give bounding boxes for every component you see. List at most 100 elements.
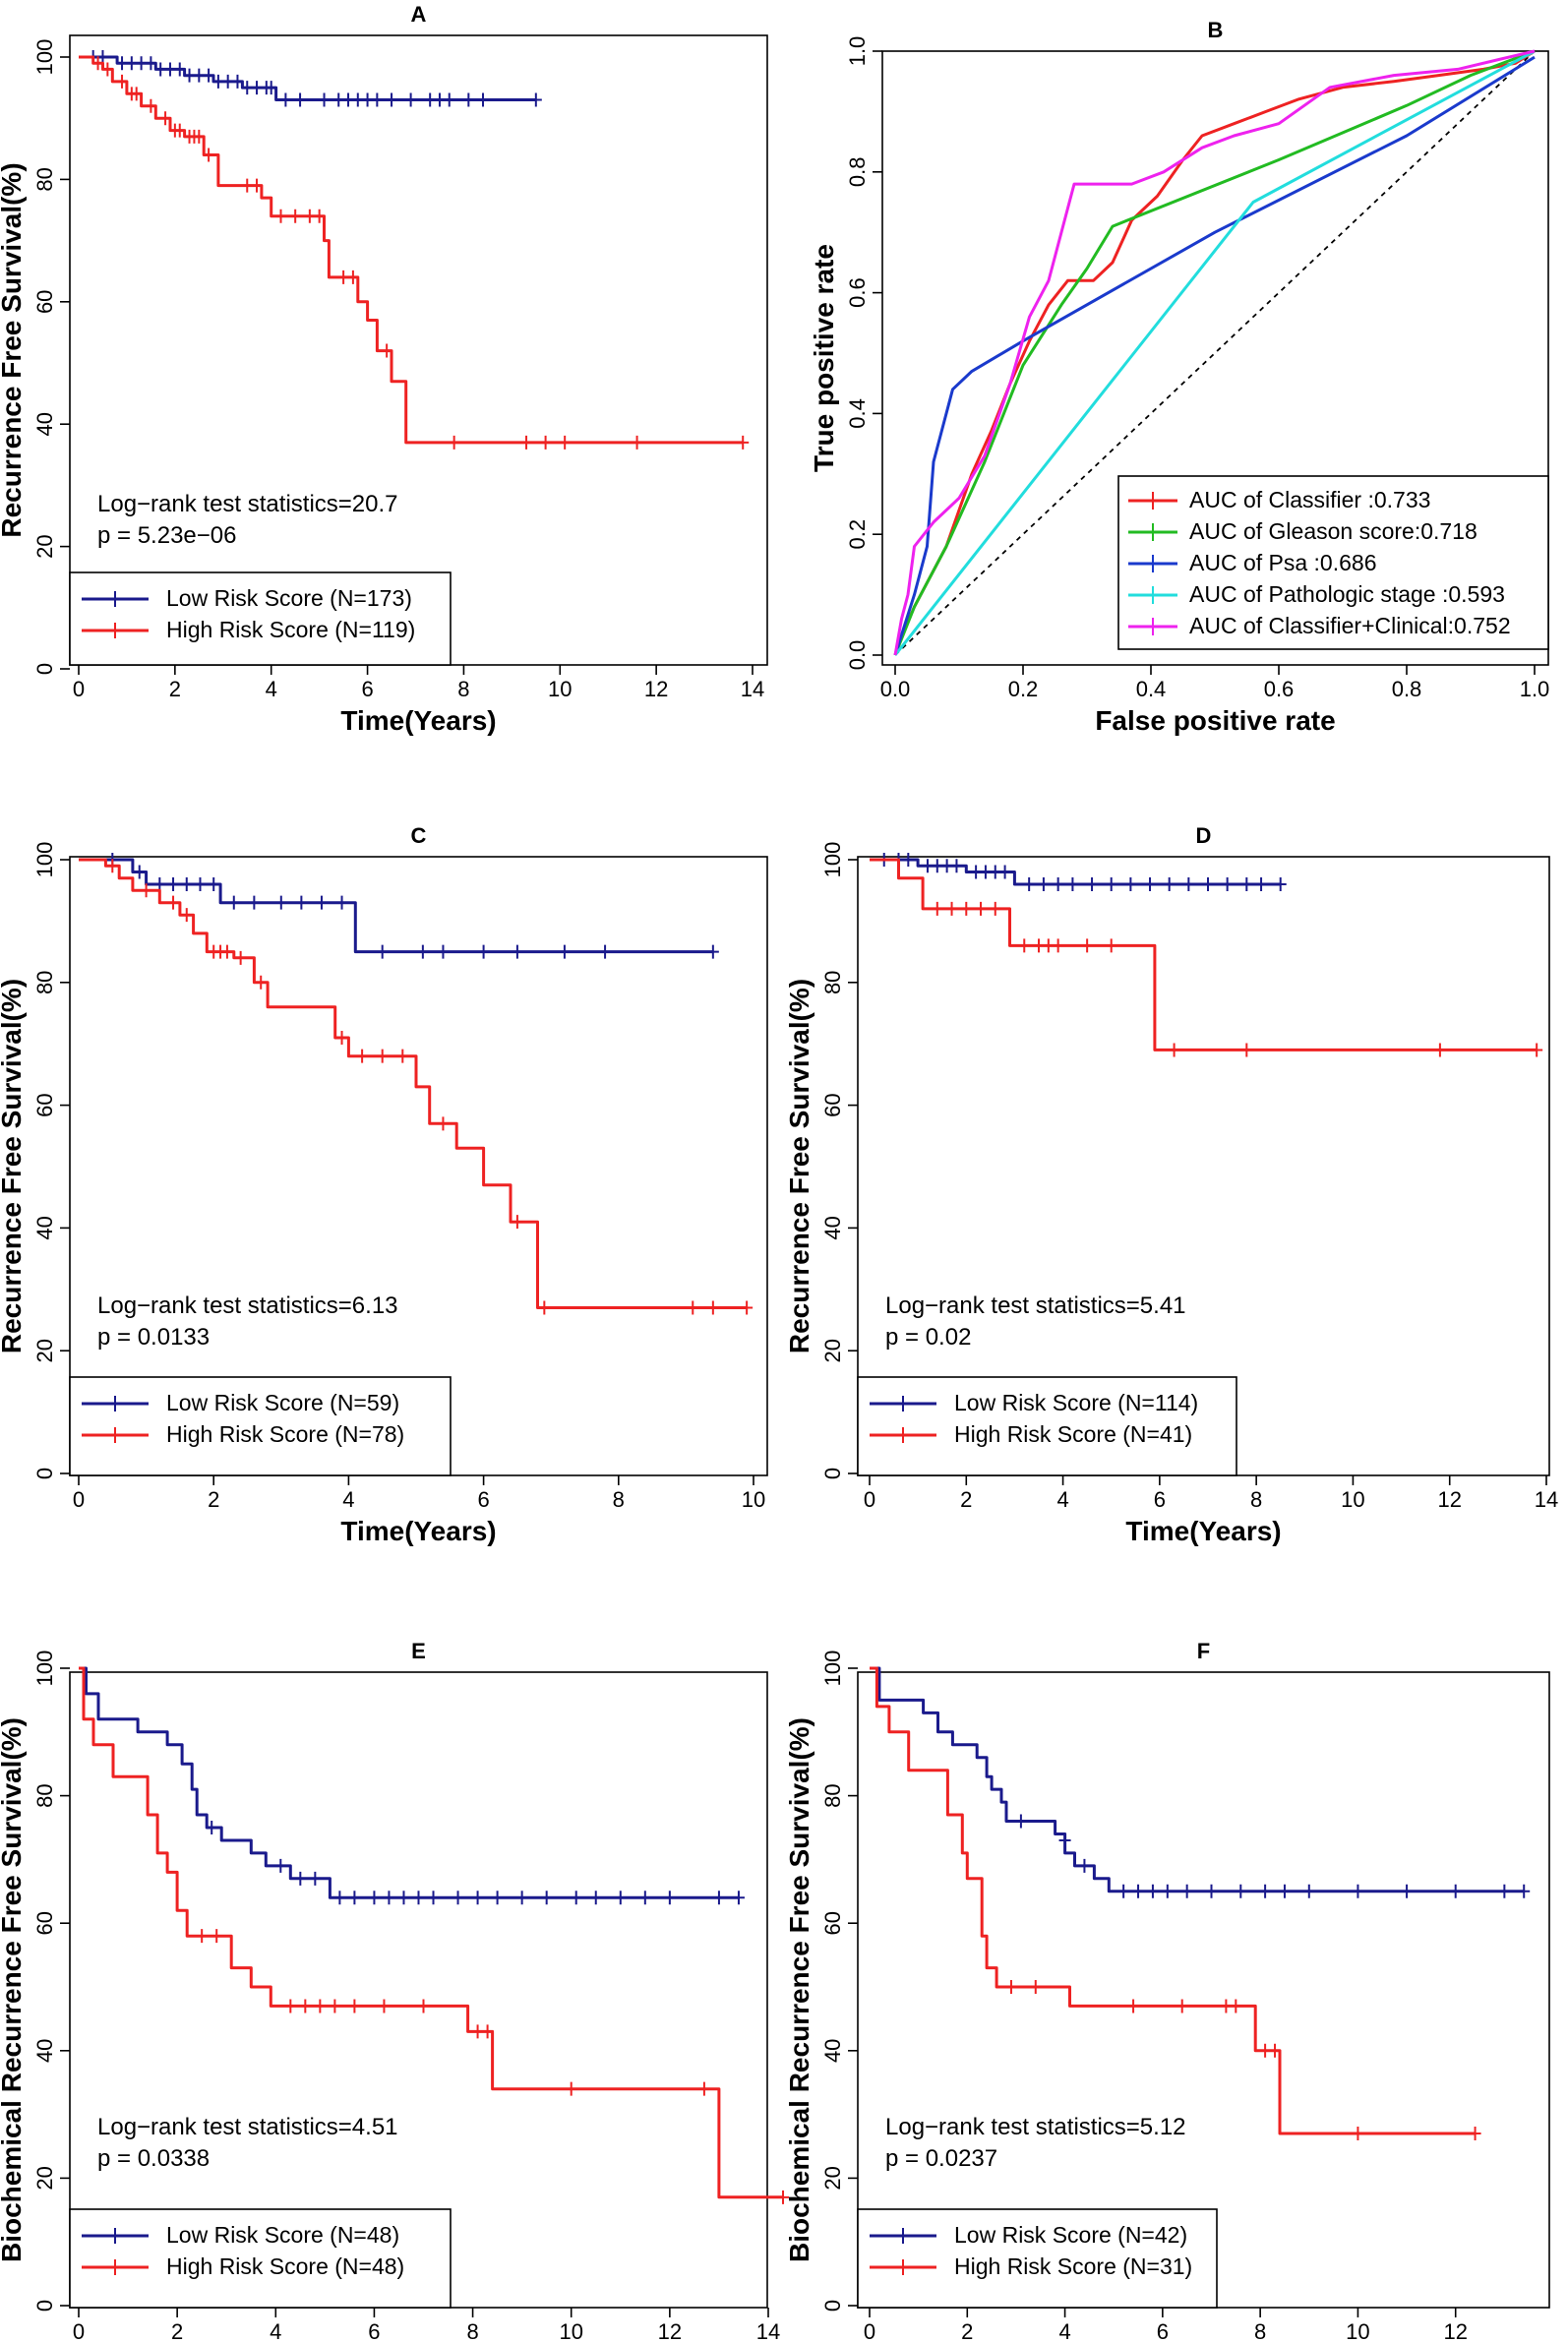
plot-frame: [881, 50, 1549, 666]
x-tick-label: 0: [73, 1487, 85, 1512]
censor-mark: [539, 435, 552, 450]
y-tick-label: 0: [32, 2300, 57, 2312]
censor-mark: [227, 895, 240, 910]
y-tick-label: 100: [820, 1651, 845, 1687]
x-tick-label: 12: [1437, 1487, 1461, 1512]
censor-mark: [1205, 1884, 1218, 1898]
censor-mark: [1352, 1884, 1364, 1898]
censor-mark: [1176, 1999, 1188, 2013]
censor-mark: [346, 270, 359, 284]
censor-mark: [396, 1049, 409, 1063]
panel-title: D: [1196, 823, 1212, 848]
censor-mark: [1498, 1884, 1511, 1898]
x-tick-label: 10: [1346, 2319, 1369, 2343]
y-tick-label: 60: [32, 1911, 57, 1935]
censor-mark: [1117, 1884, 1130, 1898]
censor-mark: [1240, 876, 1253, 891]
y-axis-label: Recurrence Free Survival(%): [0, 162, 27, 537]
censor-mark: [732, 1891, 745, 1905]
x-tick-label: 0: [864, 2319, 875, 2343]
censor-mark: [348, 1891, 361, 1905]
censor-mark: [313, 209, 326, 223]
y-tick-label: 60: [32, 290, 57, 314]
legend-label: High Risk Score (N=48): [166, 2253, 404, 2279]
censor-mark: [1449, 1884, 1462, 1898]
censor-mark: [741, 1300, 754, 1315]
censor-mark: [417, 1999, 430, 2013]
censor-mark: [231, 74, 244, 89]
censor-mark: [437, 944, 450, 959]
x-axis-label: Time(Years): [340, 1516, 496, 1546]
y-tick-label: 0.8: [845, 157, 870, 188]
x-tick-label: 12: [1443, 2319, 1467, 2343]
y-axis-label: Recurrence Free Survival(%): [784, 979, 814, 1353]
panel-F: F024681012020406080100Time(Years)Biochem…: [784, 1639, 1550, 2343]
censor-mark: [1259, 1884, 1272, 1898]
x-tick-label: 10: [1341, 1487, 1364, 1512]
censor-mark: [687, 1300, 699, 1315]
censor-mark: [193, 129, 206, 144]
censor-mark: [206, 1821, 218, 1834]
censor-mark: [279, 92, 292, 107]
panel-C: C0 2 4 6 8 10020406080100Time(Years)Recurrenc…: [0, 823, 768, 1546]
censor-mark: [255, 975, 268, 990]
x-tick-label: 0.0: [880, 677, 911, 701]
censor-mark: [318, 92, 331, 107]
censor-mark: [211, 1929, 223, 1944]
censor-mark: [477, 944, 490, 959]
censor-mark: [1182, 876, 1195, 891]
censor-mark: [1105, 876, 1117, 891]
panel-B: B 0.0 0.2 0.4 0.6 0.8 1.0 0.0 0.2 0.4 0.6 0.8 1.0 Fal…: [809, 18, 1549, 736]
censor-mark: [1029, 1980, 1042, 1994]
legend-label: High Risk Score (N=119): [166, 617, 415, 642]
censor-mark: [348, 1999, 361, 2013]
censor-mark: [477, 92, 489, 107]
censor-mark: [194, 876, 207, 891]
x-tick-label: 10: [742, 1487, 765, 1512]
series-line-low: [870, 858, 1281, 886]
censor-mark: [712, 1891, 725, 1905]
censor-mark: [1469, 2127, 1481, 2141]
series-line-gleason: [893, 49, 1536, 656]
x-tick-label: 0.2: [1008, 677, 1039, 701]
p-value: p = 0.0237: [885, 2145, 997, 2172]
censor-mark: [383, 1891, 395, 1905]
censor-mark: [1146, 1884, 1159, 1898]
censor-mark: [315, 895, 328, 910]
censor-mark: [529, 92, 542, 107]
censor-mark: [1240, 1043, 1253, 1057]
censor-mark: [737, 435, 750, 450]
censor-mark: [462, 92, 475, 107]
censor-mark: [145, 98, 157, 113]
y-tick-label: 0.4: [845, 398, 870, 429]
x-tick-label: 0: [73, 2319, 85, 2343]
censor-mark: [1518, 1884, 1531, 1898]
censor-mark: [998, 865, 1011, 879]
x-tick-label: 6: [477, 1487, 489, 1512]
censor-mark: [356, 1049, 369, 1063]
censor-mark: [589, 1891, 602, 1905]
censor-mark: [101, 62, 114, 77]
censor-mark: [1163, 876, 1176, 891]
censor-mark: [1278, 1884, 1291, 1898]
legend-label: Low Risk Score (N=114): [954, 1390, 1198, 1415]
series-line-high: [870, 1666, 1476, 2135]
x-axis-label: Time(Years): [340, 705, 496, 736]
x-tick-label: 4: [270, 2319, 281, 2343]
censor-mark: [294, 92, 307, 107]
x-tick-label: 6: [1154, 1487, 1166, 1512]
y-tick-label: 0: [820, 1468, 845, 1479]
x-tick-label: 8: [613, 1487, 625, 1512]
panel-D: D 0 2 4 6 8 10 12 14 0 20 40 60 80 100 Time(Years) Recur…: [784, 823, 1558, 1546]
censor-mark: [902, 853, 915, 867]
legend-label: AUC of Classifier :0.733: [1189, 487, 1430, 512]
censor-mark: [1052, 876, 1064, 891]
censor-mark: [180, 908, 193, 923]
censor-mark: [1302, 1884, 1315, 1898]
x-tick-label: 14: [741, 677, 764, 701]
censor-mark: [471, 2024, 484, 2039]
y-tick-label: 40: [820, 2039, 845, 2063]
x-axis-label: False positive rate: [1095, 705, 1335, 736]
x-tick-label: 0.8: [1392, 677, 1422, 701]
legend-label: AUC of Classifier+Clinical:0.752: [1189, 613, 1511, 638]
